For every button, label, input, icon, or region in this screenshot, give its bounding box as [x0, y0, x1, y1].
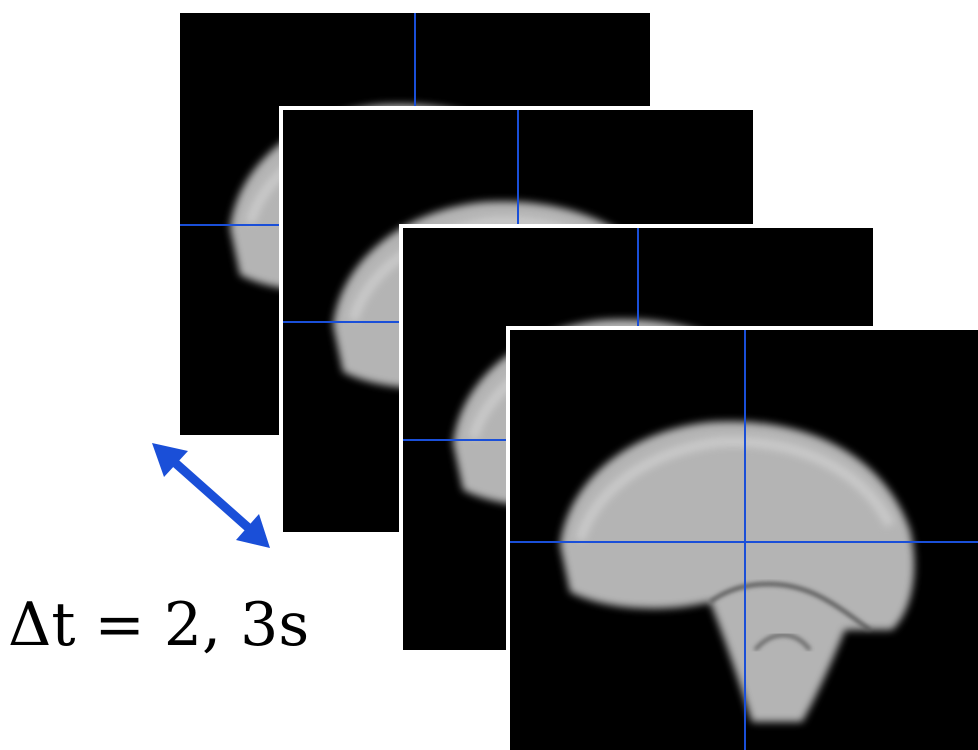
diagram: Δt = 2, 3s [0, 0, 978, 750]
time-label: Δt = 2, 3s [8, 590, 309, 660]
frame [506, 326, 978, 750]
double-arrow [152, 443, 270, 548]
